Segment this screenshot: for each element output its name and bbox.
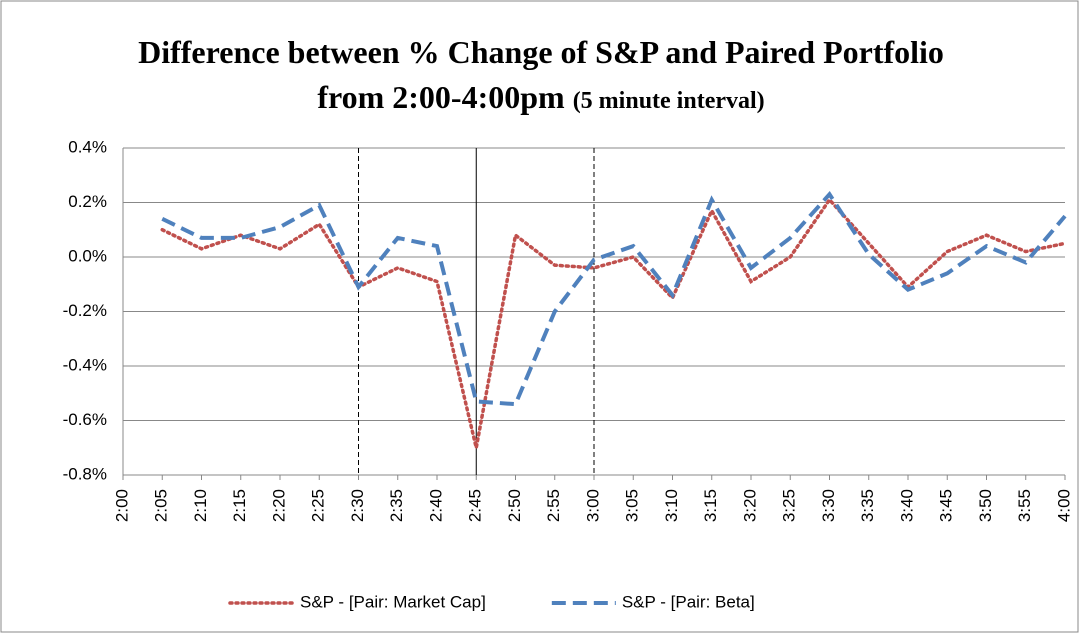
x-tick-label: 3:15 [701,489,720,522]
y-tick-label: 0.2% [68,192,107,211]
x-tick-label: 3:30 [819,489,838,522]
x-tick-label: 2:15 [230,489,249,522]
x-tick-label: 2:50 [505,489,524,522]
y-tick-label: -0.8% [63,464,107,483]
x-tick-label: 3:25 [780,489,799,522]
y-tick-label: 0.0% [68,246,107,265]
legend-label: S&P - [Pair: Market Cap] [300,592,486,611]
x-tick-label: 2:40 [426,489,445,522]
x-tick-label: 4:00 [1054,489,1073,522]
x-tick-label: 3:10 [662,489,681,522]
series-line [160,196,1067,449]
x-tick-label: 3:35 [858,489,877,522]
y-tick-label: -0.6% [63,410,107,429]
legend-label: S&P - [Pair: Beta] [622,592,755,611]
x-tick-label: 2:00 [112,489,131,522]
x-tick-label: 2:25 [309,489,328,522]
x-tick-label: 2:30 [348,489,367,522]
series-line [161,191,1067,407]
x-tick-label: 2:20 [269,489,288,522]
chart-subtitle: (5 minute interval) [572,88,765,114]
chart-title-block: Difference between % Change of S&P and P… [131,30,951,124]
chart-title: Difference between % Change of S&P and P… [138,34,944,115]
x-tick-label: 3:45 [937,489,956,522]
y-tick-label: -0.4% [63,355,107,374]
x-tick-label: 2:35 [387,489,406,522]
x-tick-label: 3:20 [740,489,759,522]
x-tick-label: 3:05 [623,489,642,522]
y-tick-label: 0.4% [68,137,107,156]
x-tick-label: 2:45 [466,489,485,522]
x-tick-label: 3:40 [897,489,916,522]
x-tick-label: 2:10 [191,489,210,522]
y-tick-label: -0.2% [63,301,107,320]
x-tick-label: 3:00 [583,489,602,522]
x-tick-label: 3:55 [1015,489,1034,522]
x-tick-label: 3:50 [976,489,995,522]
x-tick-label: 2:55 [544,489,563,522]
x-tick-label: 2:05 [152,489,171,522]
